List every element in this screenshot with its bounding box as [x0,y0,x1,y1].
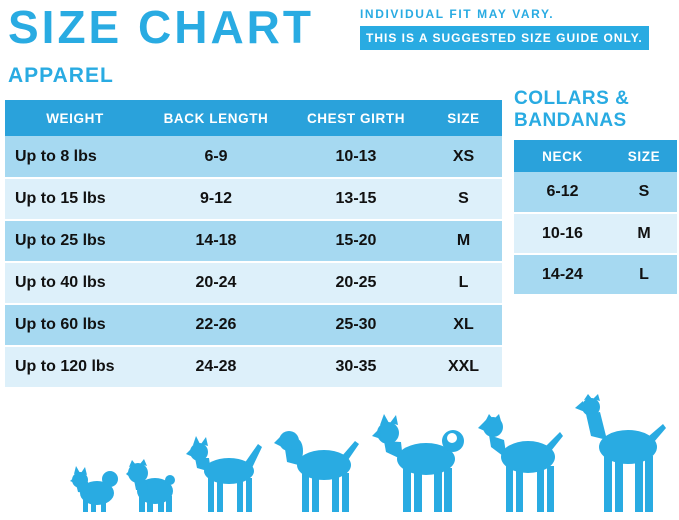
pug-silhouette-icon [126,459,175,512]
chest-girth-cell: 15-20 [287,220,425,263]
pointer-silhouette-icon [478,414,563,512]
weight-column-header: WEIGHT [5,100,145,136]
size-cell: S [425,178,502,221]
weight-cell: Up to 25 lbs [5,220,145,263]
apparel-row: Up to 8 lbs 6-9 10-13 XS [5,136,502,179]
size-cell: S [611,172,677,214]
apparel-row: Up to 40 lbs 20-24 20-25 L [5,262,502,305]
chest-girth-cell: 10-13 [287,136,425,179]
apparel-row: Up to 120 lbs 24-28 30-35 XXL [5,346,502,389]
header-notes: INDIVIDUAL FIT MAY VARY. THIS IS A SUGGE… [360,7,649,50]
size-cell: M [425,220,502,263]
weight-cell: Up to 120 lbs [5,346,145,389]
collars-row: 10-16 M [514,213,677,255]
great-dane-silhouette-icon [575,394,666,512]
collars-row: 14-24 L [514,254,677,296]
chest-girth-cell: 13-15 [287,178,425,221]
back-length-column-header: BACK LENGTH [145,100,287,136]
collars-row: 6-12 S [514,172,677,214]
back-length-cell: 6-9 [145,136,287,179]
back-length-cell: 9-12 [145,178,287,221]
neck-column-header: NECK [514,140,611,172]
back-length-cell: 24-28 [145,346,287,389]
chest-girth-cell: 25-30 [287,304,425,347]
size-cell: L [425,262,502,305]
size-cell: XXL [425,346,502,389]
weight-cell: Up to 8 lbs [5,136,145,179]
size-cell: L [611,254,677,296]
size-cell: M [611,213,677,255]
apparel-row: Up to 15 lbs 9-12 13-15 S [5,178,502,221]
fit-note: INDIVIDUAL FIT MAY VARY. [360,7,555,21]
pomeranian-silhouette-icon [70,466,118,512]
weight-cell: Up to 40 lbs [5,262,145,305]
chest-girth-column-header: CHEST GIRTH [287,100,425,136]
apparel-row: Up to 25 lbs 14-18 15-20 M [5,220,502,263]
neck-cell: 10-16 [514,213,611,255]
disclaimer-badge: THIS IS A SUGGESTED SIZE GUIDE ONLY. [360,26,649,50]
weight-cell: Up to 60 lbs [5,304,145,347]
apparel-heading: APPAREL [8,64,114,87]
cocker-spaniel-silhouette-icon [274,431,359,512]
weight-cell: Up to 15 lbs [5,178,145,221]
neck-cell: 14-24 [514,254,611,296]
size-cell: XS [425,136,502,179]
size-column-header: SIZE [611,140,677,172]
size-cell: XL [425,304,502,347]
collars-table: NECK SIZE 6-12 S 10-16 M 14-24 L [514,140,677,296]
chest-girth-cell: 20-25 [287,262,425,305]
collars-heading: COLLARS & BANDANAS [514,88,629,132]
collars-heading-line2: BANDANAS [514,109,627,131]
back-length-cell: 22-26 [145,304,287,347]
collars-header-row: NECK SIZE [514,140,677,172]
size-column-header: SIZE [425,100,502,136]
apparel-row: Up to 60 lbs 22-26 25-30 XL [5,304,502,347]
terrier-silhouette-icon [186,436,262,512]
apparel-header-row: WEIGHT BACK LENGTH CHEST GIRTH SIZE [5,100,502,136]
collars-heading-line1: COLLARS & [514,88,630,109]
back-length-cell: 14-18 [145,220,287,263]
husky-silhouette-icon [372,414,464,512]
page-title: SIZE CHART [8,1,314,53]
back-length-cell: 20-24 [145,262,287,305]
chest-girth-cell: 30-35 [287,346,425,389]
apparel-table: WEIGHT BACK LENGTH CHEST GIRTH SIZE Up t… [5,100,502,389]
neck-cell: 6-12 [514,172,611,214]
dog-size-lineup [0,394,679,512]
